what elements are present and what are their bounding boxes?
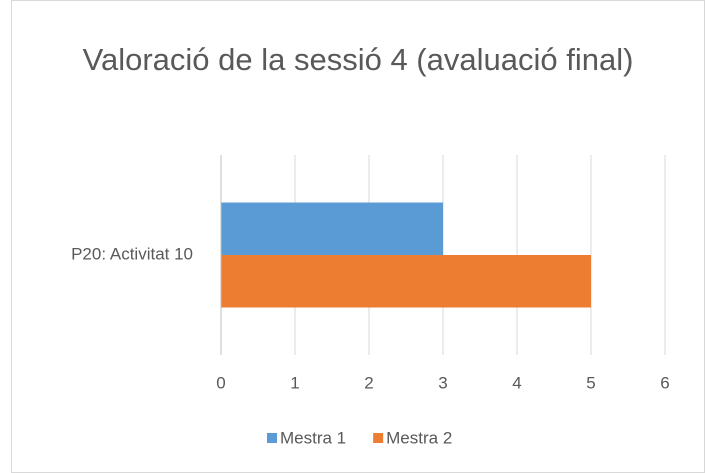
chart-title: Valoració de la sessió 4 (avaluació fina…	[82, 42, 634, 77]
legend-label: Mestra 1	[280, 428, 346, 447]
bar	[221, 255, 591, 308]
x-tick-label: 6	[660, 373, 669, 392]
x-tick-label: 1	[290, 373, 299, 392]
y-tick-label: P20: Activitat 10	[71, 244, 193, 263]
legend-label: Mestra 2	[386, 428, 452, 447]
x-tick-label: 4	[512, 373, 521, 392]
x-tick-label: 0	[216, 373, 225, 392]
x-tick-label: 5	[586, 373, 595, 392]
legend-swatch	[267, 433, 277, 443]
x-tick-label: 2	[364, 373, 373, 392]
bar	[221, 202, 443, 255]
legend-swatch	[373, 433, 384, 443]
x-tick-label: 3	[438, 373, 447, 392]
